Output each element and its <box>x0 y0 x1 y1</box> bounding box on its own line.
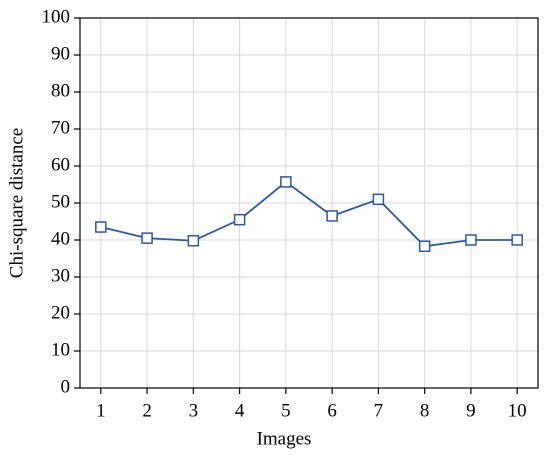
y-tick-label: 20 <box>51 302 70 323</box>
data-point <box>233 213 246 226</box>
x-tick-label: 9 <box>466 400 476 421</box>
y-tick-label: 80 <box>51 80 70 101</box>
x-tick-label: 8 <box>420 400 430 421</box>
x-tick-label: 3 <box>189 400 199 421</box>
x-tick-label: 7 <box>374 400 384 421</box>
x-tick-label: 2 <box>142 400 152 421</box>
data-point <box>372 193 385 206</box>
y-axis-label: Chi-square distance <box>6 128 27 278</box>
x-tick-label: 1 <box>96 400 106 421</box>
y-tick-label: 30 <box>51 265 70 286</box>
y-tick-label: 50 <box>51 191 70 212</box>
x-tick-label: 10 <box>508 400 527 421</box>
x-tick-label: 6 <box>327 400 337 421</box>
y-tick-label: 10 <box>51 339 70 360</box>
y-tick-label: 40 <box>51 228 70 249</box>
data-point <box>465 234 477 246</box>
data-point <box>418 240 431 253</box>
data-point <box>141 232 153 244</box>
y-tick-label: 0 <box>61 376 71 397</box>
y-tick-label: 60 <box>51 154 70 175</box>
data-point <box>511 234 523 246</box>
x-tick-label: 4 <box>235 400 245 421</box>
data-point <box>326 210 338 222</box>
data-point <box>187 234 200 247</box>
x-axis-label: Images <box>257 428 312 449</box>
data-point <box>280 176 292 188</box>
y-tick-label: 70 <box>51 117 70 138</box>
plot-frame <box>79 17 539 389</box>
y-tick-label: 90 <box>51 43 70 64</box>
data-point <box>95 221 107 233</box>
x-tick-label: 5 <box>281 400 291 421</box>
series-line <box>100 180 518 248</box>
y-tick-label: 100 <box>42 6 71 27</box>
